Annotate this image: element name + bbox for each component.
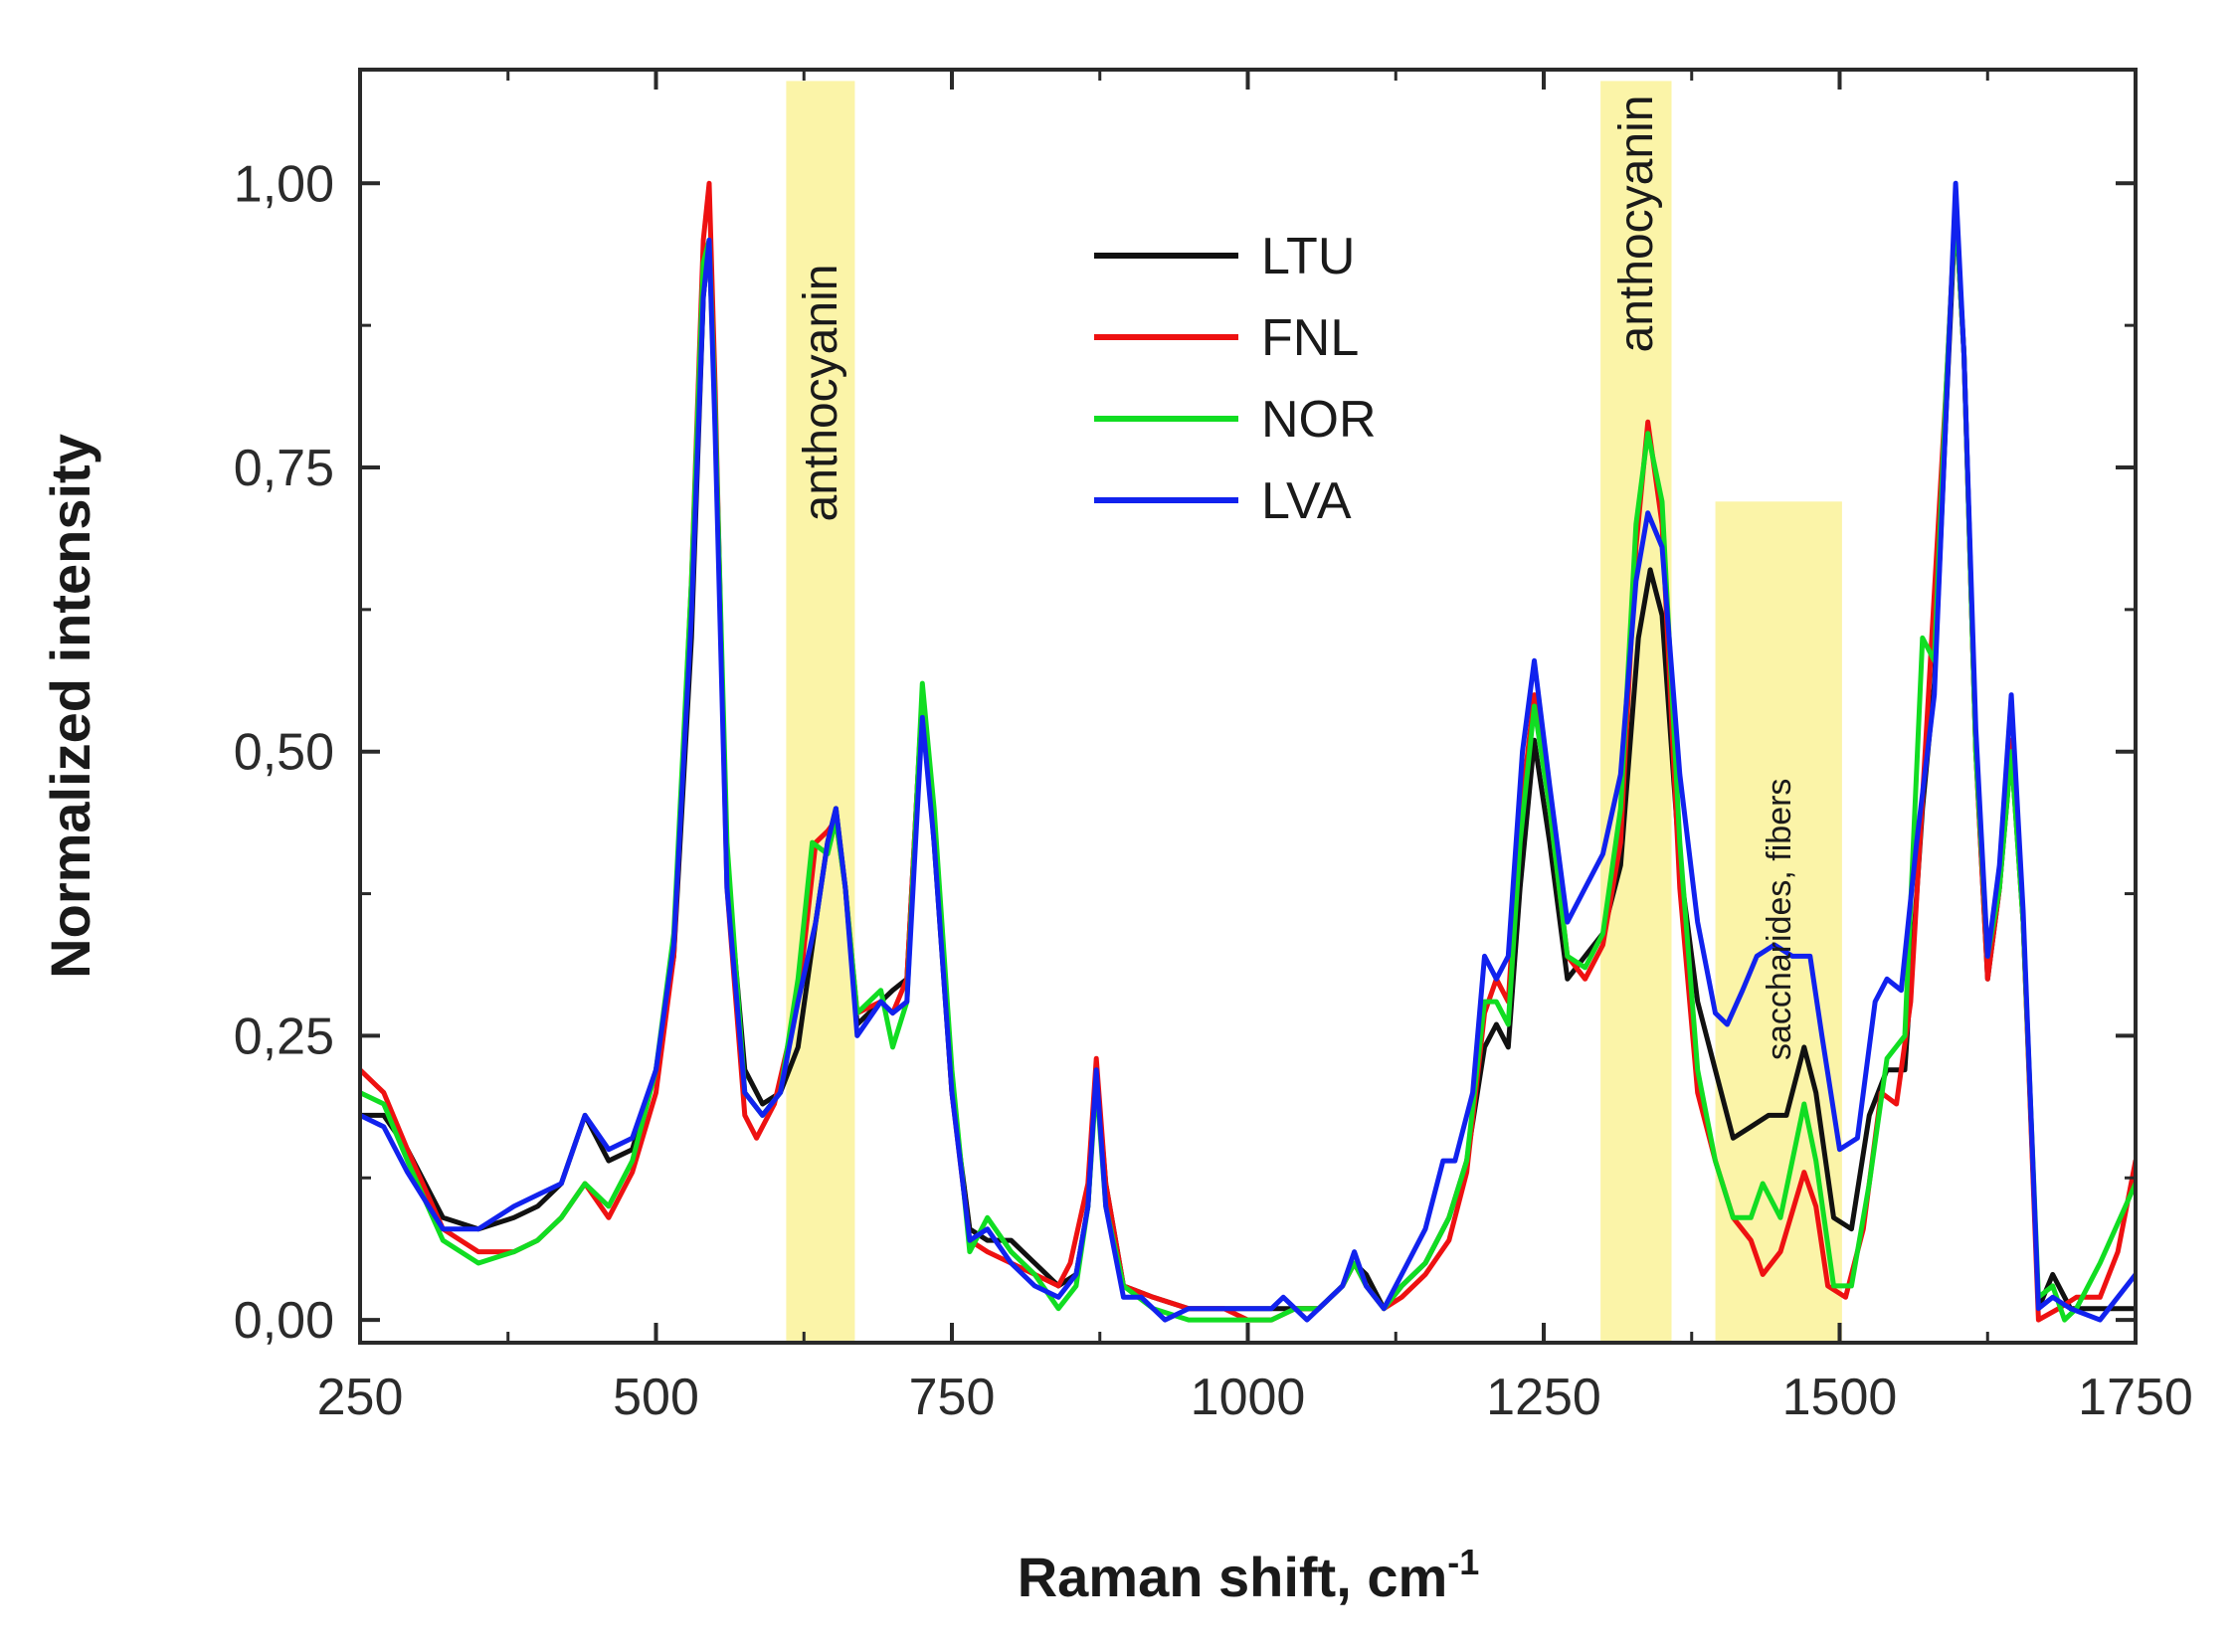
y-tick-label: 0,50: [234, 724, 334, 782]
band-label: saccharides, fibers: [1761, 779, 1798, 1060]
y-tick-label: 0,25: [234, 1008, 334, 1065]
y-tick-label: 0,00: [234, 1292, 334, 1350]
x-axis-title: Raman shift, cm-1: [1018, 1542, 1480, 1608]
band-labels: anthocyanin anthocyanin saccharides, fiber…: [795, 95, 1798, 1060]
x-tick-label: 1500: [1782, 1369, 1898, 1426]
x-tick-label: 1250: [1486, 1369, 1601, 1426]
axis-ticks: 250 500 750 1000 1250 1500 1750 0,00 0,25 0,50 0,7…: [234, 70, 2193, 1426]
legend-label-ltu: LTU: [1261, 228, 1355, 285]
y-tick-label: 0,75: [234, 440, 334, 497]
legend: LTU FNL NOR LVA: [1094, 228, 1377, 530]
x-tick-label: 1000: [1191, 1369, 1306, 1426]
x-tick-label: 1750: [2078, 1369, 2193, 1426]
legend-label-lva: LVA: [1261, 472, 1352, 530]
highlight-band: [786, 81, 855, 1343]
band-label: anthocyanin: [1610, 95, 1663, 353]
y-axis-title: Normalized intensity: [39, 434, 101, 979]
x-tick-label: 750: [909, 1369, 996, 1426]
x-tick-label: 500: [613, 1369, 699, 1426]
highlight-band: [1600, 81, 1672, 1343]
series-line-fnl: [360, 180, 2136, 1323]
spectra-lines: [360, 180, 2136, 1323]
legend-label-nor: NOR: [1261, 391, 1377, 449]
y-tick-label: 1,00: [234, 155, 334, 213]
series-line-lva: [360, 180, 2136, 1323]
x-tick-label: 250: [317, 1369, 404, 1426]
band-label: anthocyanin: [795, 265, 847, 522]
legend-label-fnl: FNL: [1261, 309, 1359, 367]
